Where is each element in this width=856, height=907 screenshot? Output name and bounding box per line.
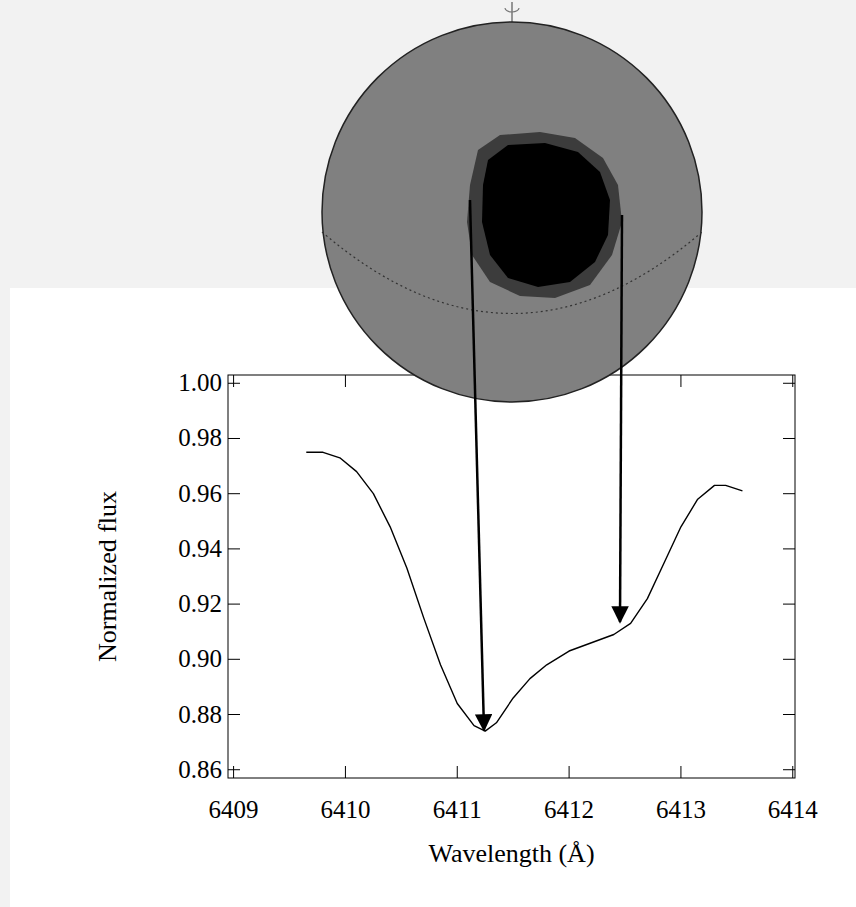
y-tick-label: 0.88 xyxy=(178,701,222,728)
x-tick xyxy=(792,766,793,778)
y-tick-label: 0.92 xyxy=(178,590,222,617)
y-tick xyxy=(228,493,240,494)
y-tick xyxy=(228,383,240,384)
x-tick xyxy=(345,375,346,387)
y-tick xyxy=(783,769,795,770)
x-tick-label: 6414 xyxy=(768,796,819,823)
y-tick xyxy=(228,438,240,439)
y-tick xyxy=(228,604,240,605)
x-tick xyxy=(233,766,234,778)
star-disk xyxy=(322,22,702,402)
y-tick xyxy=(783,548,795,549)
rotation-arrow xyxy=(505,8,519,12)
y-tick xyxy=(783,438,795,439)
y-axis-title: Normalized flux xyxy=(93,491,122,662)
arrow xyxy=(620,215,622,622)
y-tick xyxy=(228,548,240,549)
star-illustration xyxy=(322,2,702,402)
x-tick xyxy=(457,766,458,778)
spot-penumbra xyxy=(467,132,622,298)
plot-area xyxy=(306,452,742,731)
x-tick-label: 6412 xyxy=(544,796,594,823)
y-tick-label: 0.96 xyxy=(178,480,222,507)
x-tick-label: 6413 xyxy=(656,796,706,823)
x-tick xyxy=(569,766,570,778)
y-tick-label: 0.86 xyxy=(178,756,222,783)
x-tick xyxy=(680,375,681,387)
y-tick xyxy=(783,659,795,660)
x-tick-label: 6409 xyxy=(209,796,259,823)
x-tick xyxy=(792,375,793,387)
y-tick xyxy=(783,493,795,494)
y-tick xyxy=(228,769,240,770)
x-axis-title: Wavelength (Å) xyxy=(428,839,594,868)
line-profile xyxy=(306,452,742,731)
y-tick-label: 0.98 xyxy=(178,424,222,451)
x-tick xyxy=(233,375,234,387)
arrow xyxy=(470,200,484,730)
plot-frame xyxy=(228,375,795,778)
spot-umbra xyxy=(482,143,610,287)
y-tick xyxy=(783,604,795,605)
chart: 6409 6410 6411 6412 6413 6414 0.86 0.88 0.90 0.92… xyxy=(0,0,856,907)
y-tick-label: 1.00 xyxy=(178,369,222,396)
y-tick xyxy=(228,659,240,660)
y-tick xyxy=(783,383,795,384)
x-tick-label: 6411 xyxy=(433,796,482,823)
y-tick xyxy=(783,714,795,715)
y-tick-label: 0.94 xyxy=(178,535,222,562)
x-tick xyxy=(345,766,346,778)
y-tick-label: 0.90 xyxy=(178,645,222,672)
y-tick xyxy=(228,714,240,715)
x-tick xyxy=(680,766,681,778)
x-tick-label: 6410 xyxy=(320,796,370,823)
